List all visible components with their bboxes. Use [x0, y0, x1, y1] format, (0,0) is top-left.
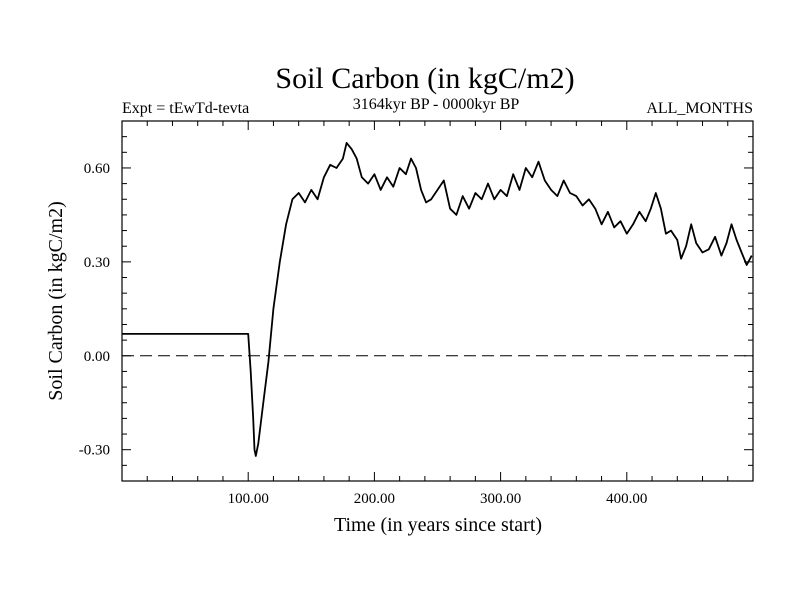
- experiment-label: Expt = tEwTd-tevta: [122, 100, 249, 117]
- y-tick-label: -0.30: [79, 443, 110, 459]
- series-layer: [122, 142, 753, 457]
- soil-carbon-line: [122, 142, 753, 457]
- period-label: 3164kyr BP - 0000kyr BP: [353, 96, 520, 113]
- x-axis-label: Time (in years since start): [334, 514, 542, 536]
- axis-ticks: 100.00 200.00 300.00 400.00 -0.30 0.00 0.30 0.6…: [79, 120, 753, 507]
- x-tick-label: 200.00: [354, 491, 395, 507]
- chart-title: Soil Carbon (in kgC/m2): [275, 62, 574, 95]
- x-tick-label: 100.00: [228, 491, 269, 507]
- plot-frame: [121, 120, 754, 482]
- y-tick-label: 0.30: [84, 255, 110, 271]
- y-tick-label: 0.00: [84, 349, 110, 365]
- y-tick-label: 0.60: [84, 161, 110, 177]
- x-tick-label: 400.00: [606, 491, 647, 507]
- x-tick-label: 300.00: [480, 491, 521, 507]
- season-label: ALL_MONTHS: [646, 100, 753, 117]
- y-axis-label: Soil Carbon (in kgC/m2): [45, 201, 67, 400]
